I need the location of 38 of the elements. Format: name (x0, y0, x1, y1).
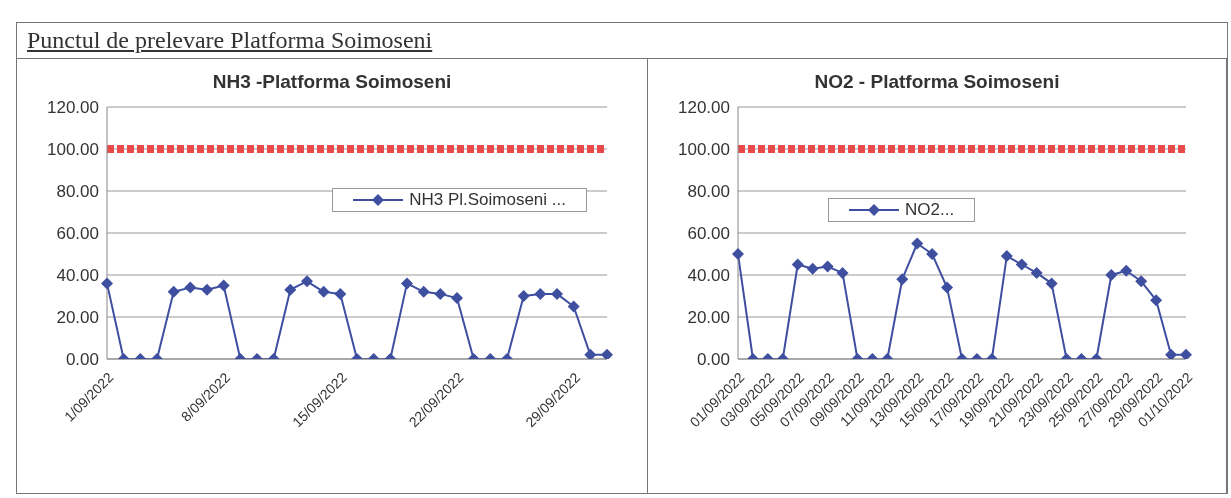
y-tick-label: 60.00 (687, 224, 730, 244)
point (836, 266, 849, 279)
point (896, 273, 909, 286)
y-tick-label: 0.00 (696, 350, 730, 370)
point (732, 248, 744, 260)
y-tick-label: 20.00 (687, 308, 730, 328)
chart-title: NH3 -Platforma Soimoseni (211, 71, 453, 93)
point (821, 260, 834, 273)
point (1030, 266, 1043, 279)
point (1150, 294, 1163, 307)
y-tick-label: 80.00 (687, 182, 730, 202)
legend-label: NH3 Pl.Soimoseni ... (408, 190, 566, 210)
point (1180, 348, 1192, 359)
point (1045, 277, 1058, 290)
point (806, 262, 819, 275)
y-tick-label: 40.00 (687, 266, 730, 286)
y-tick-label: 120.00 (47, 98, 99, 118)
y-tick-label: 60.00 (56, 224, 99, 244)
point (791, 258, 804, 271)
point (1165, 348, 1178, 359)
point (926, 248, 939, 260)
point (1120, 264, 1133, 277)
y-tick-label: 20.00 (56, 308, 99, 328)
point (911, 237, 924, 250)
point (1105, 269, 1118, 281)
chart-title: NO2 - Platforma Soimoseni (813, 71, 1061, 93)
text: Punctul de prelevare Platforma Soimoseni (17, 23, 1227, 59)
point (1000, 250, 1013, 263)
point (941, 281, 954, 294)
y-tick-label: 80.00 (56, 182, 99, 202)
y-tick-label: 40.00 (56, 266, 99, 286)
y-tick-label: 120.00 (678, 98, 730, 118)
legend-label: NO2... (904, 200, 955, 220)
y-tick-label: 100.00 (678, 140, 730, 160)
y-tick-label: 100.00 (47, 140, 99, 160)
y-tick-label: 0.00 (65, 350, 99, 370)
point (1135, 275, 1148, 288)
point (1015, 258, 1028, 271)
